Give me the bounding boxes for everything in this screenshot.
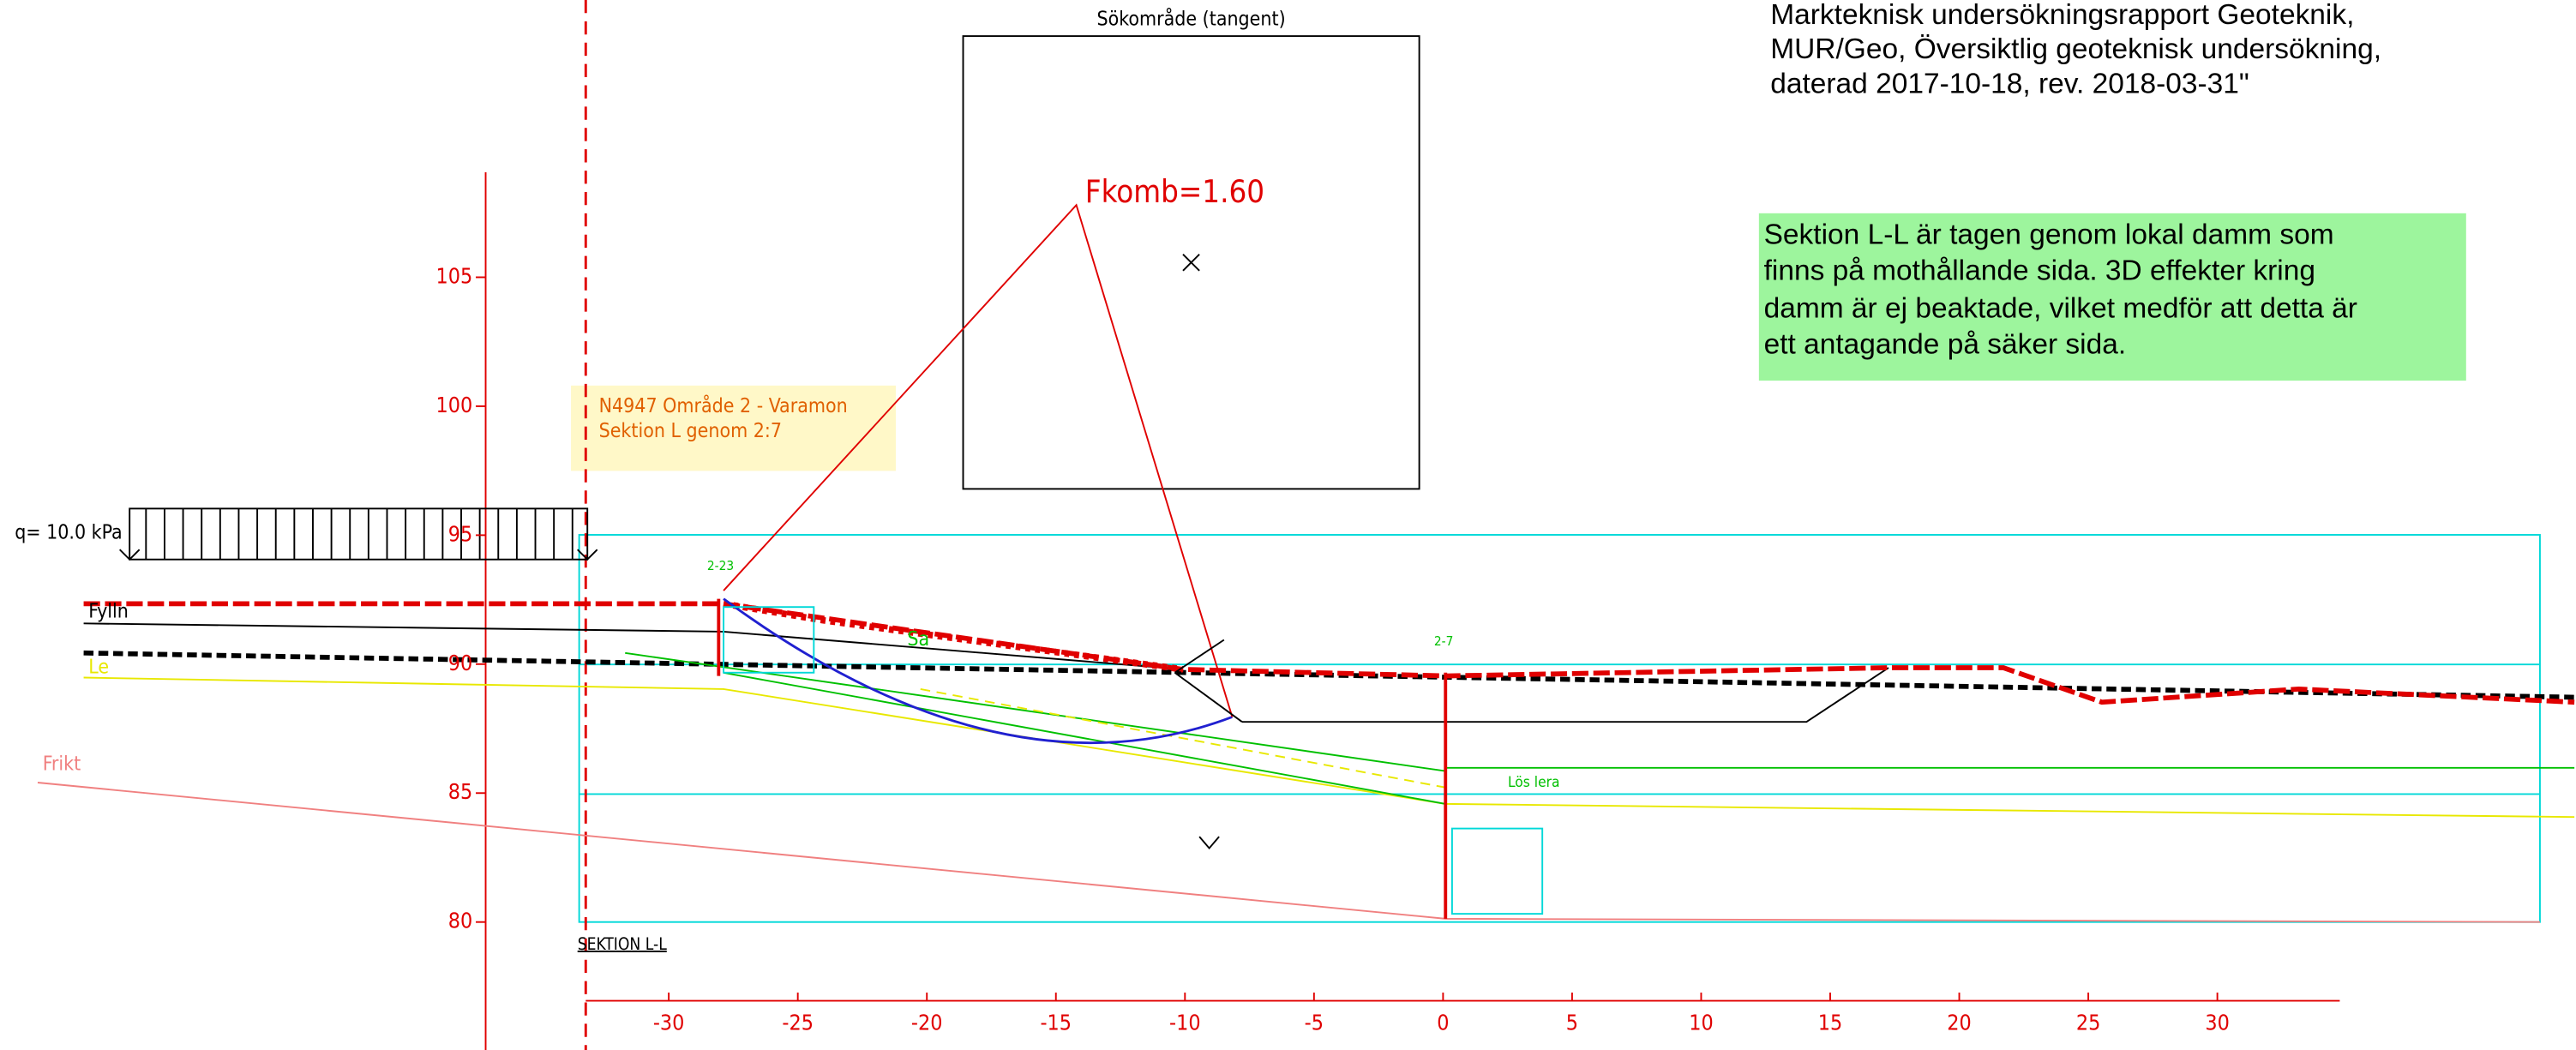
- shape: [723, 671, 1446, 805]
- shape: [83, 676, 2575, 819]
- label: q= 10.0 kPa: [15, 522, 123, 544]
- shape: [723, 597, 1233, 745]
- load-arrow: [119, 549, 598, 561]
- shape: [1174, 671, 1243, 723]
- shape: [571, 385, 897, 471]
- shape: [83, 601, 2575, 705]
- label: Fylln: [88, 600, 129, 622]
- distance-label: 30: [2205, 1010, 2229, 1035]
- distance-label: 25: [2076, 1010, 2100, 1035]
- label: Frikt: [43, 753, 81, 775]
- axes: 105 100 95 90 85 80 -30 -25 -20 -15 -10 -5 0 5 10 15 20 2…: [435, 263, 2229, 1035]
- label: Sektion L-L är tagen genom lokal damm so…: [1764, 219, 2334, 250]
- label: Lös lera: [1508, 774, 1559, 791]
- distance-label: 5: [1566, 1010, 1578, 1035]
- distance-label: 10: [1689, 1010, 1713, 1035]
- label: MUR/Geo, Översiktlig geoteknisk undersök…: [1770, 33, 2381, 65]
- label: Fkomb=1.60: [1085, 173, 1264, 210]
- label: Sa: [907, 628, 929, 651]
- shape: [723, 606, 815, 674]
- elevation-label: 100: [435, 393, 472, 417]
- elevation-label: 80: [448, 909, 472, 933]
- label: Le: [88, 657, 109, 679]
- label: Sökområde (tangent): [1097, 6, 1286, 30]
- distance-label: -25: [782, 1010, 814, 1035]
- distance-label: -15: [1040, 1010, 1072, 1035]
- shape: [1241, 667, 1889, 723]
- elevation-label: 105: [435, 263, 472, 288]
- shape: [723, 600, 1184, 673]
- label: N4947 Område 2 - Varamon: [599, 393, 848, 417]
- elevation-label: 95: [448, 521, 472, 546]
- soil-lines: [37, 203, 2575, 923]
- frames: [129, 0, 2541, 1050]
- distance-label: -20: [911, 1010, 943, 1035]
- shape: [578, 534, 2541, 923]
- distance-label: 15: [1818, 1010, 1842, 1035]
- shape: [962, 35, 1420, 490]
- shape: [1758, 213, 2466, 381]
- label: damm är ej beaktade, vilket medför att d…: [1764, 293, 2357, 325]
- elevation-label: 90: [448, 651, 472, 675]
- distance-label: 20: [1947, 1010, 1971, 1035]
- shape: [37, 782, 2540, 923]
- shape: [129, 507, 589, 561]
- label: Markteknisk undersökningsrapport Geotekn…: [1770, 0, 2354, 31]
- label: finns på mothållande sida. 3D effekter k…: [1764, 255, 2315, 287]
- shape: [920, 687, 1446, 789]
- distance-label: -5: [1305, 1010, 1324, 1035]
- label: 2-7: [1434, 633, 1453, 649]
- label: daterad 2017-10-18, rev. 2018-03-31": [1770, 68, 2249, 99]
- load-hatch: [119, 508, 598, 561]
- distance-label: -30: [653, 1010, 685, 1035]
- labels: Sökområde (tangent) Fkomb=1.60 Marktekni…: [15, 0, 2381, 954]
- label: Sektion L genom 2:7: [599, 420, 782, 442]
- shape: [1182, 254, 1220, 850]
- shape: [723, 203, 1234, 717]
- distance-label: -10: [1169, 1010, 1201, 1035]
- shape: [1174, 639, 1225, 674]
- shape: [1450, 827, 1544, 915]
- distance-label: 0: [1437, 1010, 1449, 1035]
- label: ett antagande på säker sida.: [1764, 329, 2127, 361]
- label: 2-23: [707, 558, 734, 573]
- elevation-label: 85: [448, 779, 472, 804]
- label: SEKTION L-L: [578, 934, 667, 954]
